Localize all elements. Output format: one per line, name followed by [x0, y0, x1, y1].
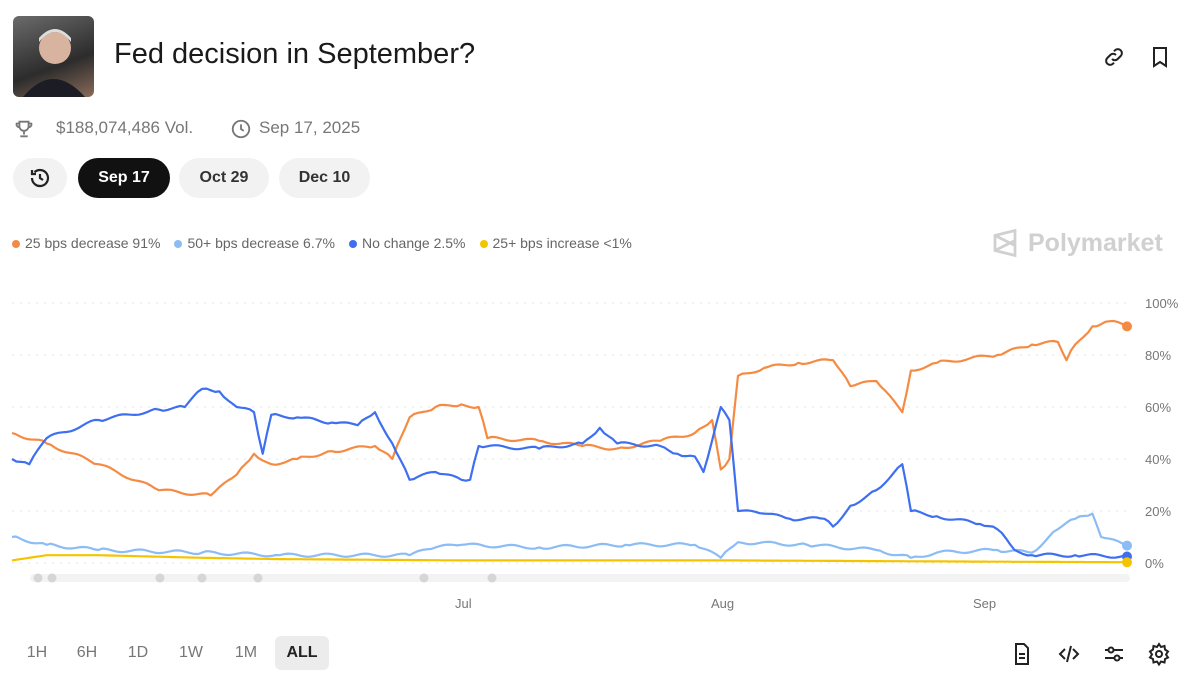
history-button[interactable] — [13, 158, 67, 198]
history-icon — [30, 168, 50, 188]
y-tick: 0% — [1145, 556, 1164, 571]
polymarket-icon — [993, 228, 1017, 258]
tab-dec-10[interactable]: Dec 10 — [279, 158, 370, 198]
event-marker — [253, 573, 263, 583]
polymarket-logo: Polymarket — [990, 228, 1163, 258]
price-chart[interactable] — [0, 280, 1200, 610]
range-1d[interactable]: 1D — [127, 644, 149, 661]
y-tick: 80% — [1145, 348, 1172, 363]
legend-item: 25+ bps increase <1% — [479, 235, 632, 251]
legend-item: 25 bps decrease 91% — [12, 235, 160, 251]
y-tick: 40% — [1145, 452, 1172, 467]
legend-item: 50+ bps decrease 6.7% — [174, 235, 335, 251]
event-marker — [487, 573, 497, 583]
bookmark-icon[interactable] — [1148, 45, 1172, 69]
range-1h[interactable]: 1H — [26, 644, 48, 661]
series-line — [11, 554, 1127, 564]
end-date: Sep 17, 2025 — [259, 118, 361, 137]
series-line — [11, 387, 1128, 559]
y-tick: 20% — [1145, 504, 1172, 519]
document-icon[interactable] — [1010, 642, 1034, 666]
event-marker — [47, 573, 57, 583]
series-line — [11, 319, 1128, 497]
sliders-icon[interactable] — [1102, 642, 1126, 666]
series-end-dot — [1122, 557, 1132, 568]
event-marker — [197, 573, 207, 583]
market-image — [13, 16, 94, 97]
range-1m[interactable]: 1M — [234, 644, 258, 661]
x-tick: Aug — [711, 596, 735, 611]
y-tick: 100% — [1145, 296, 1179, 311]
series-line — [11, 512, 1128, 559]
series-end-dot — [1122, 540, 1132, 551]
tab-sep-17[interactable]: Sep 17 — [78, 158, 170, 198]
link-icon[interactable] — [1102, 45, 1126, 69]
range-1w[interactable]: 1W — [179, 644, 203, 661]
volume: $188,074,486 Vol. — [56, 118, 194, 137]
range-all[interactable]: ALL — [275, 636, 329, 670]
clock-icon — [231, 119, 251, 139]
legend-item: No change 2.5% — [348, 235, 466, 251]
event-track — [30, 574, 1130, 582]
y-tick: 60% — [1145, 400, 1172, 415]
chart-legend: 25 bps decrease 91% 50+ bps decrease 6.7… — [12, 235, 632, 251]
page-title: Fed decision in September? — [114, 38, 476, 70]
range-6h[interactable]: 6H — [76, 644, 98, 661]
event-marker — [155, 573, 165, 583]
trophy-icon — [15, 120, 33, 138]
x-tick: Sep — [973, 596, 997, 611]
x-tick: Jul — [455, 596, 472, 611]
tab-oct-29[interactable]: Oct 29 — [179, 158, 269, 198]
event-marker — [419, 573, 429, 583]
series-end-dot — [1122, 321, 1132, 332]
event-marker — [33, 573, 43, 583]
gear-icon[interactable] — [1147, 642, 1171, 666]
code-icon[interactable] — [1057, 642, 1081, 666]
